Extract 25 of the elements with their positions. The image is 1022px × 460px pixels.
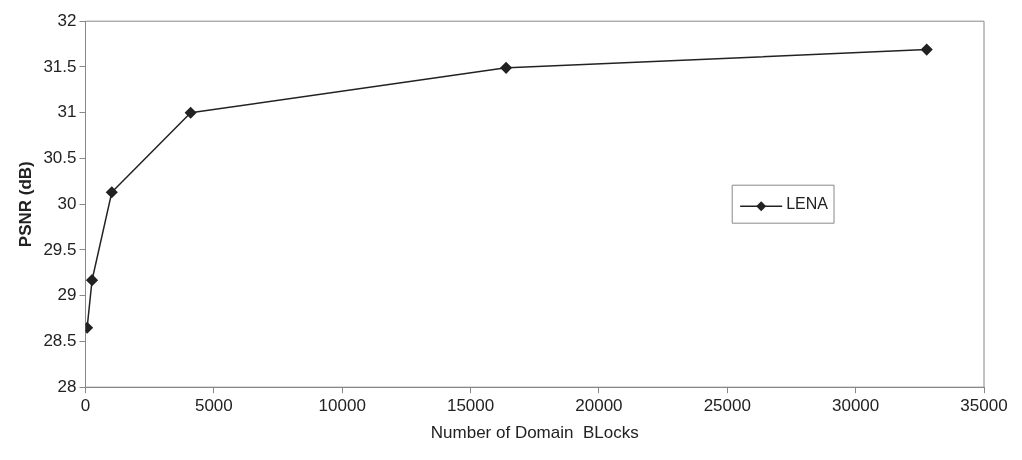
y-tick-label: 29: [57, 285, 77, 305]
x-tick-label: 0: [80, 396, 91, 416]
y-tick-label: 30.5: [43, 148, 77, 168]
point: [106, 186, 118, 199]
x-tick-label: 30000: [832, 396, 880, 416]
x-tick-label: 25000: [703, 396, 751, 416]
y-tick-label: 29.5: [43, 239, 77, 259]
y-tick-label: 32: [57, 10, 77, 30]
y-tick-label: 31.5: [43, 56, 77, 76]
y-tick-label: 30: [57, 193, 77, 213]
x-tick-label: 35000: [960, 396, 1008, 416]
legend-label: LENA: [786, 194, 829, 212]
y-tick-label: 31: [57, 102, 77, 122]
y-axis-title: PSNR (dB): [15, 161, 35, 248]
x-tick-label: 15000: [446, 396, 495, 416]
point: [920, 43, 933, 56]
point: [184, 106, 197, 119]
point: [86, 274, 98, 286]
y-tick-label: 28: [57, 376, 77, 396]
point: [500, 62, 512, 74]
x-tick-label: 20000: [575, 396, 623, 416]
x-tick-label: 10000: [318, 396, 366, 416]
x-axis-title: Number of Domain BLocks: [430, 423, 639, 443]
y-tick-label: 28.5: [43, 331, 77, 351]
x-tick-label: 5000: [194, 396, 233, 416]
